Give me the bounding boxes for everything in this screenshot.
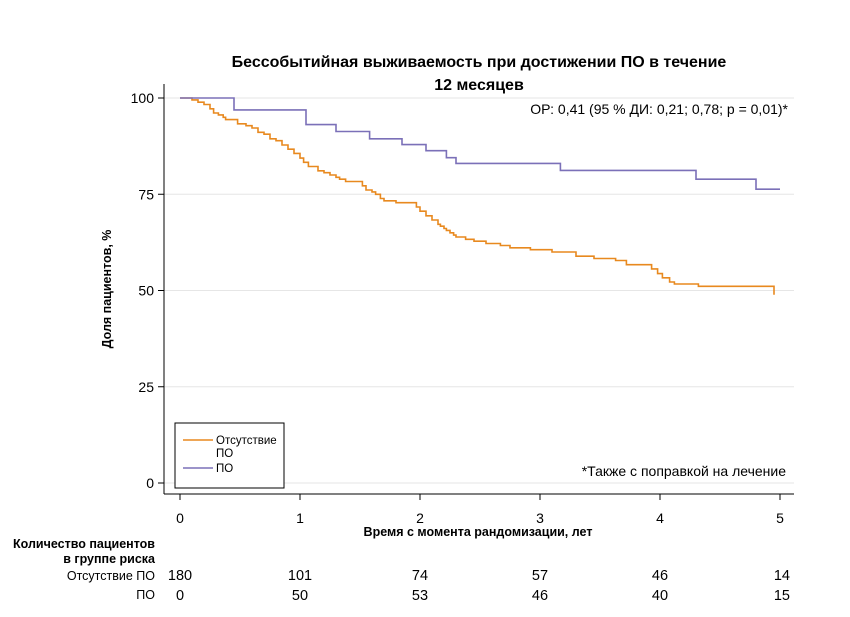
x-tick-label: 2 — [416, 510, 424, 526]
hazard-ratio-text: ОР: 0,41 (95 % ДИ: 0,21; 0,78; p = 0,01)… — [530, 101, 788, 117]
risk-cell: 14 — [774, 568, 790, 584]
y-axis-label: Доля пациентов, % — [100, 230, 114, 349]
chart-title-line-2: 12 месяцев — [434, 77, 524, 94]
y-tick-label: 0 — [146, 475, 154, 491]
chart-title-line-1: Бессобытийная выживаемость при достижени… — [232, 54, 727, 71]
risk-row-label-no-response: Отсутствие ПО — [67, 569, 155, 583]
risk-cell: 40 — [652, 588, 668, 604]
x-tick-label: 5 — [776, 510, 784, 526]
risk-cell: 53 — [412, 588, 428, 604]
x-tick-label: 1 — [296, 510, 304, 526]
risk-row-label-response: ПО — [136, 588, 155, 602]
risk-table-cells: 180 101 74 57 46 14 0 50 53 46 40 15 — [168, 568, 790, 604]
legend-label-no-response-line-2: ПО — [216, 448, 233, 460]
y-tick-label: 100 — [131, 90, 155, 106]
y-tick-label: 50 — [138, 283, 154, 299]
x-tick-label: 0 — [176, 510, 184, 526]
legend-label-response: ПО — [216, 463, 233, 475]
risk-cell: 101 — [288, 568, 312, 584]
risk-cell: 46 — [532, 588, 548, 604]
risk-table: Количество пациентов в группе риска Отсу… — [13, 537, 790, 604]
risk-cell: 46 — [652, 568, 668, 584]
risk-cell: 15 — [774, 588, 790, 604]
y-tick-label: 75 — [138, 186, 154, 202]
series-lines — [180, 97, 780, 295]
series-line-no-response — [180, 97, 775, 295]
risk-cell: 74 — [412, 568, 428, 584]
footnote: *Также с поправкой на лечение — [582, 463, 786, 479]
legend: Отсутствие ПО ПО — [174, 422, 285, 489]
legend-box — [174, 422, 285, 489]
x-tick-label: 3 — [536, 510, 544, 526]
series-line-response — [180, 97, 780, 190]
y-axis-ticks: 0 25 50 75 100 — [131, 90, 164, 491]
x-axis-ticks: 0 1 2 3 4 5 — [176, 494, 784, 526]
legend-label-no-response-line-1: Отсутствие — [216, 435, 277, 447]
risk-table-header-line-2: в группе риска — [63, 552, 156, 566]
risk-cell: 50 — [292, 588, 308, 604]
risk-table-header-line-1: Количество пациентов — [13, 537, 155, 551]
y-tick-label: 25 — [138, 379, 154, 395]
gridlines — [164, 97, 794, 484]
risk-cell: 0 — [176, 588, 184, 604]
risk-cell: 57 — [532, 568, 548, 584]
x-tick-label: 4 — [656, 510, 664, 526]
risk-cell: 180 — [168, 568, 192, 584]
x-axis-label: Время с момента рандомизации, лет — [364, 525, 593, 539]
